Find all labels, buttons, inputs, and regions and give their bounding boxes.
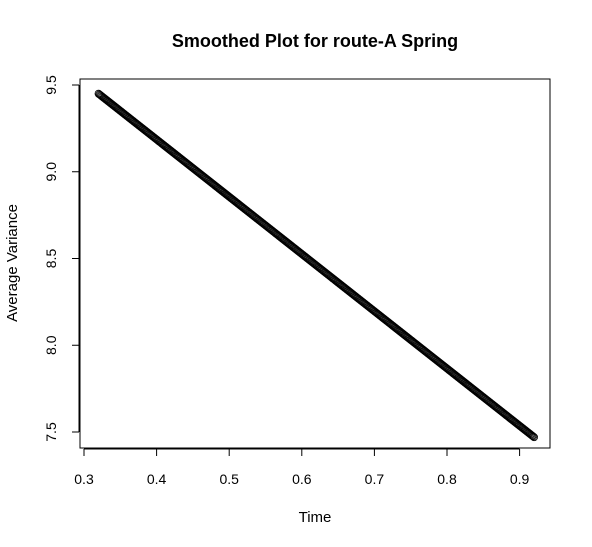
data-point — [529, 432, 538, 441]
x-tick-label: 0.7 — [365, 471, 385, 487]
x-tick-label: 0.6 — [292, 471, 312, 487]
x-tick-label: 0.4 — [147, 471, 167, 487]
y-tick-label: 8.0 — [43, 335, 59, 355]
x-axis: 0.3 0.4 0.5 0.6 0.7 0.8 0.9 — [74, 448, 530, 487]
plot-frame — [79, 78, 551, 449]
x-axis-label: Time — [299, 509, 332, 526]
y-tick-label: 8.5 — [43, 249, 59, 269]
x-tick-label: 0.8 — [437, 471, 457, 487]
data-point — [527, 431, 536, 440]
chart-title: Smoothed Plot for route-A Spring — [172, 31, 458, 51]
y-tick-label: 9.5 — [43, 75, 59, 95]
data-point — [528, 431, 537, 440]
x-tick-label: 0.9 — [510, 471, 530, 487]
x-tick-label: 0.3 — [74, 471, 94, 487]
y-tick-label: 9.0 — [43, 162, 59, 182]
data-point — [530, 433, 539, 442]
x-tick-label: 0.5 — [219, 471, 239, 487]
y-axis: 7.5 8.0 8.5 9.0 9.5 — [43, 75, 80, 442]
data-points — [94, 89, 539, 442]
y-axis-label: Average Variance — [4, 204, 21, 322]
y-tick-label: 7.5 — [43, 422, 59, 442]
